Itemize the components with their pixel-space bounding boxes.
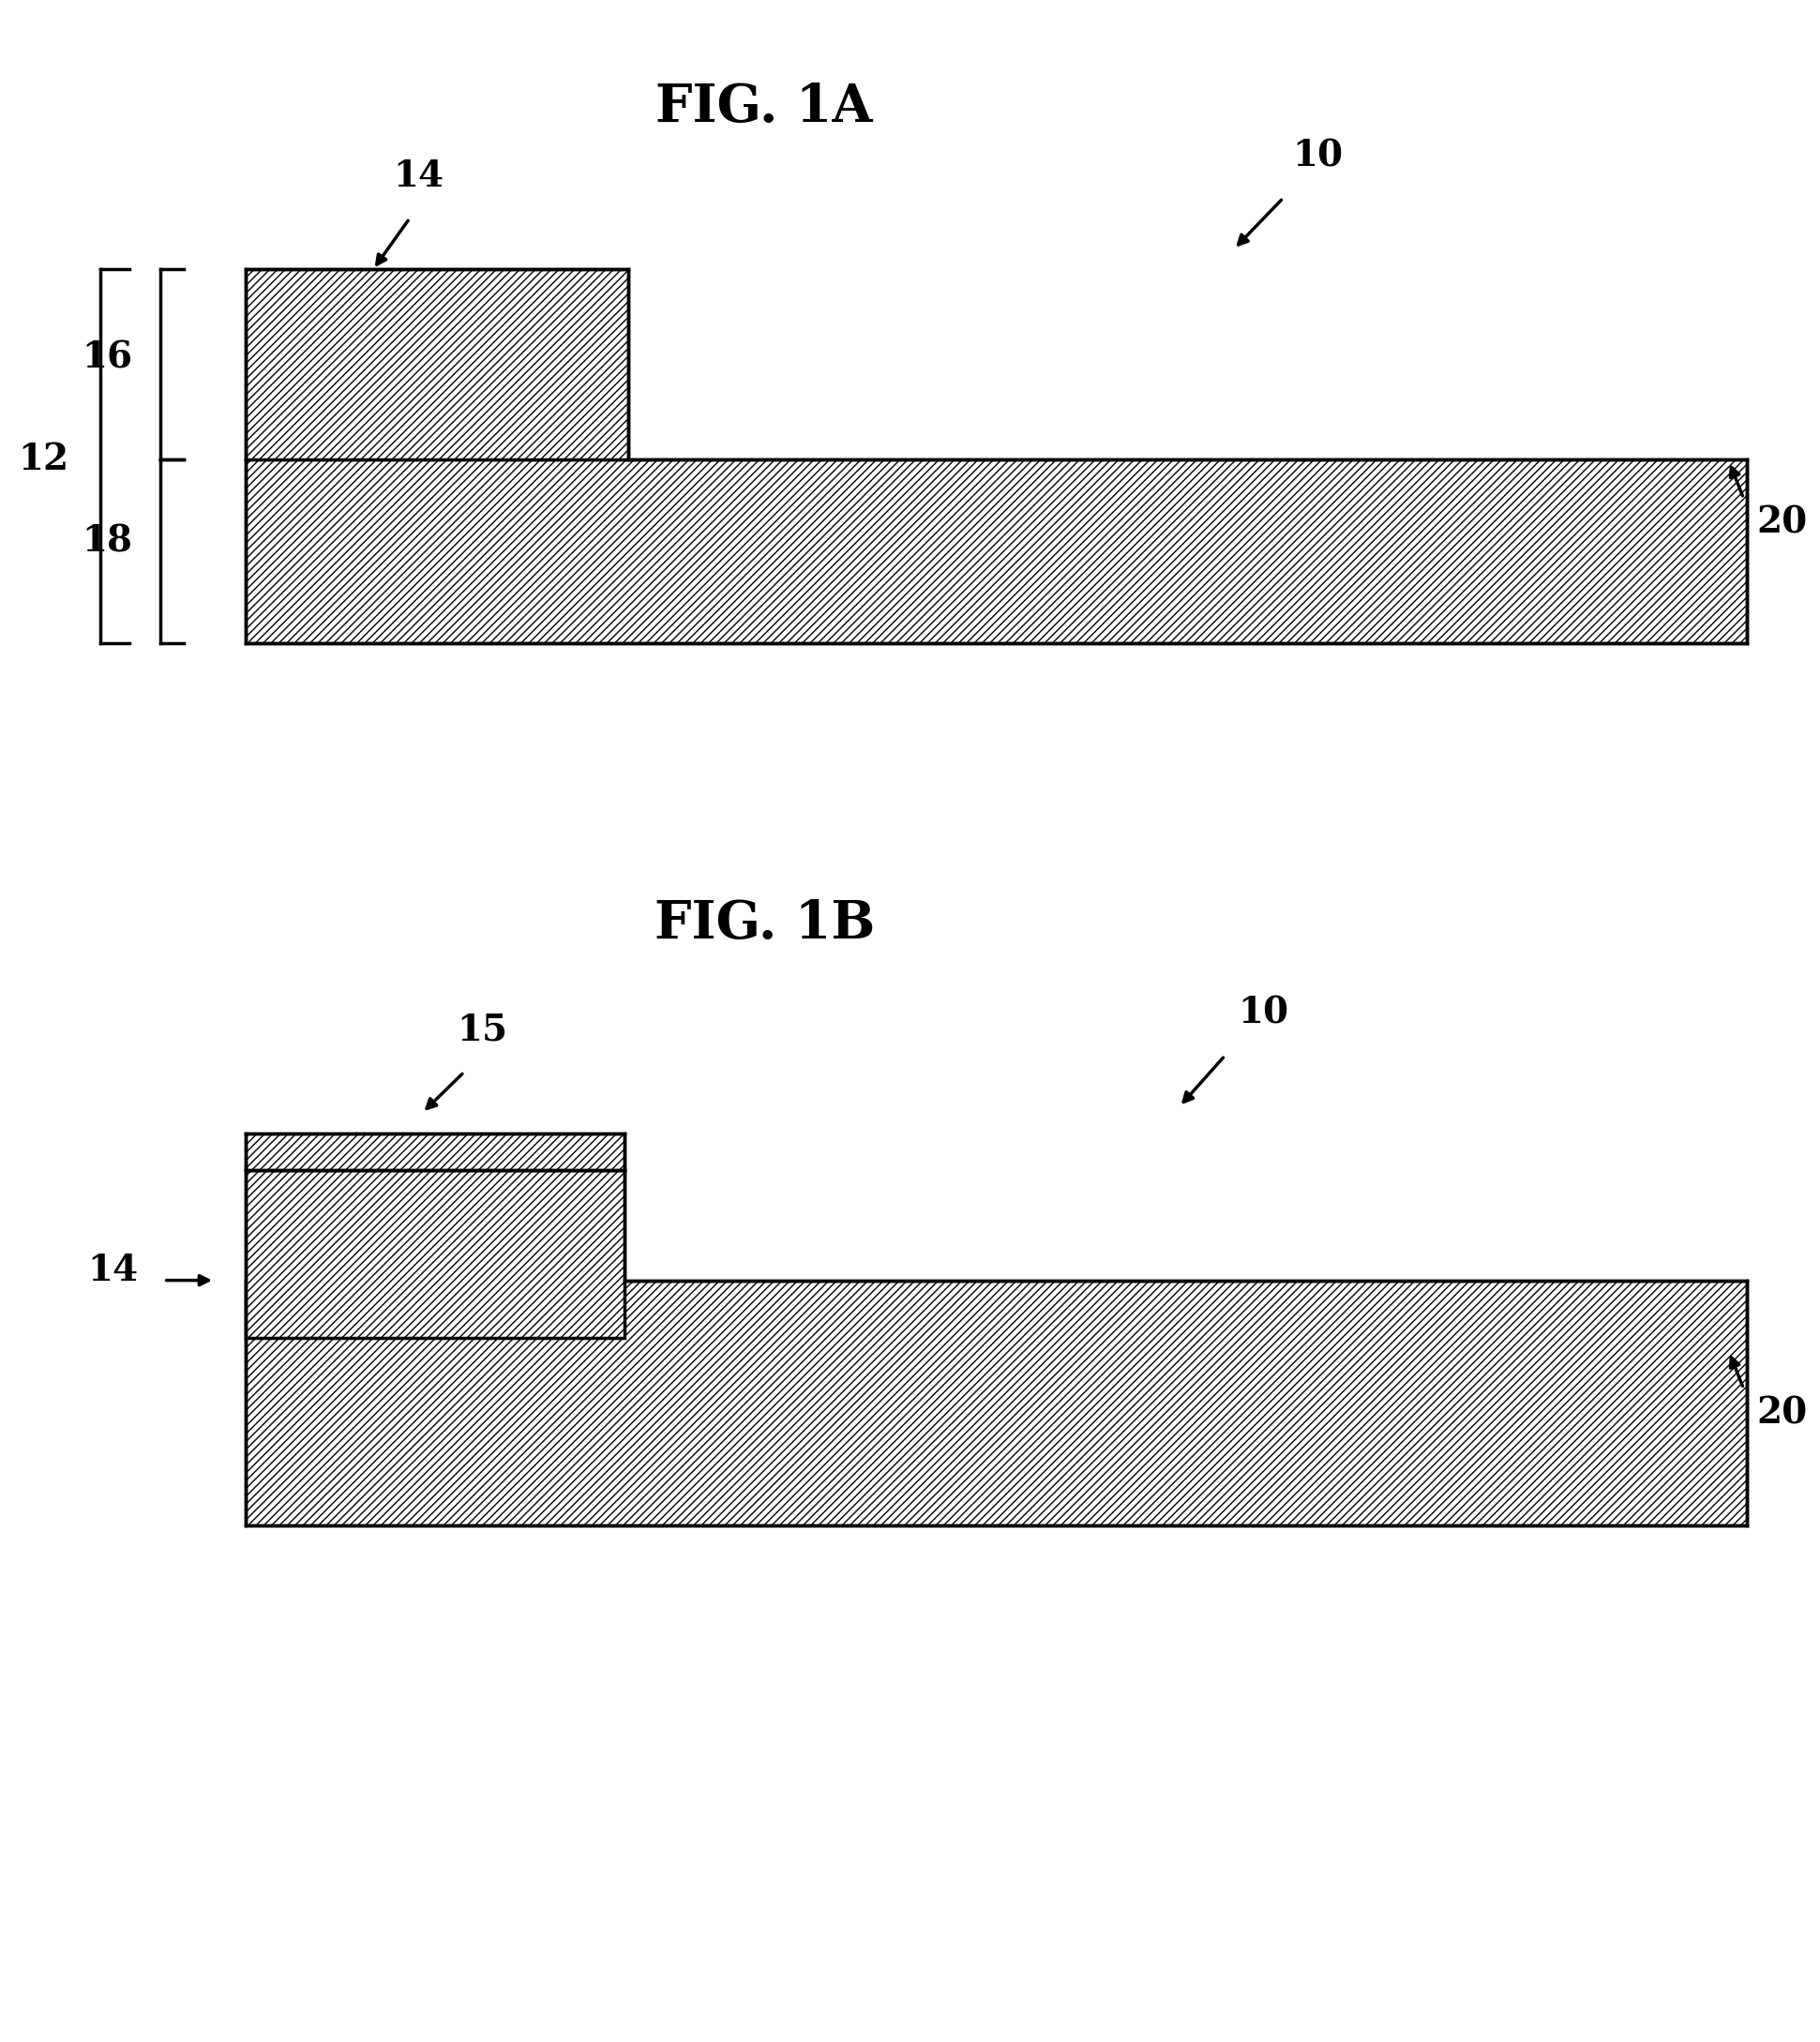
Text: 14: 14: [393, 159, 444, 194]
Bar: [246, 270, 628, 459]
Text: FIG. 1A: FIG. 1A: [655, 82, 874, 133]
Text: 18: 18: [82, 523, 133, 560]
Bar: [246, 1133, 624, 1170]
Text: 16: 16: [82, 339, 133, 376]
Text: 12: 12: [18, 441, 69, 478]
Text: 14: 14: [87, 1252, 138, 1289]
Text: 10: 10: [1292, 139, 1343, 174]
Text: 15: 15: [457, 1013, 508, 1048]
Text: 20: 20: [1756, 504, 1807, 541]
Text: 20: 20: [1756, 1395, 1807, 1431]
Text: FIG. 1B: FIG. 1B: [653, 898, 875, 950]
Bar: [246, 459, 1747, 643]
Bar: [246, 1170, 624, 1338]
Bar: [246, 1280, 1747, 1525]
Text: 10: 10: [1238, 996, 1289, 1031]
